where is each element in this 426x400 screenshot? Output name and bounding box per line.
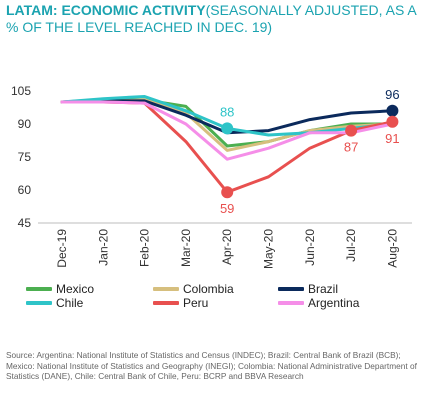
y-tick-label-90: 90 — [18, 117, 32, 131]
legend-item-colombia: Colombia — [153, 282, 234, 296]
legend-swatch-peru — [153, 301, 179, 305]
line-chart: 45 60 75 90 105 Dec-19 Jan-20 Feb-20 Mar-20 Apr-2… — [11, 84, 412, 269]
x-tick-label-jul-20: Jul-20 — [344, 229, 358, 262]
x-tick-label-apr-20: Apr-20 — [220, 229, 234, 265]
y-tick-label-45: 45 — [18, 216, 32, 230]
x-tick-label-feb-20: Feb-20 — [138, 229, 152, 267]
data-point-peru-aug-20 — [386, 115, 399, 128]
x-tick-label-jun-20: Jun-20 — [303, 229, 317, 266]
legend-label-argentina: Argentina — [308, 296, 360, 310]
legend-swatch-argentina — [278, 301, 304, 305]
y-tick-label-60: 60 — [18, 183, 32, 197]
source-note: Source: Argentina: National Institute of… — [6, 350, 417, 381]
data-label-peru-jul-20: 87 — [344, 140, 358, 155]
legend-item-brazil: Brazil — [278, 282, 338, 296]
chart-legend: Mexico Colombia Brazil Chile Peru Argentina — [0, 282, 426, 312]
y-tick-label-105: 105 — [11, 84, 31, 98]
legend-item-chile: Chile — [26, 296, 83, 310]
data-label-chile-apr-20: 88 — [220, 104, 234, 119]
x-tick-label-may-20: May-20 — [262, 229, 276, 269]
legend-swatch-brazil — [278, 287, 304, 291]
y-tick-label-75: 75 — [18, 150, 32, 164]
legend-item-peru: Peru — [153, 296, 208, 310]
legend-swatch-chile — [26, 301, 52, 305]
legend-label-mexico: Mexico — [56, 282, 95, 296]
legend-item-argentina: Argentina — [278, 296, 359, 310]
legend-item-mexico: Mexico — [26, 282, 94, 296]
data-label-brazil-aug-20: 96 — [385, 87, 399, 102]
series-line-argentina — [60, 100, 394, 161]
chart-title-main: LATAM: ECONOMIC ACTIVITY — [6, 2, 206, 18]
data-point-chile-apr-20 — [221, 122, 234, 135]
x-tick-label-aug-20: Aug-20 — [385, 229, 399, 268]
chart-title: LATAM: ECONOMIC ACTIVITY(SEASONALLY ADJU… — [6, 2, 422, 36]
legend-label-brazil: Brazil — [308, 282, 339, 296]
chart-title-subtitle: (SEASONALLY ADJUSTED, AS A % OF THE LEVE… — [6, 2, 416, 35]
x-tick-label-jan-20: Jan-20 — [96, 229, 110, 266]
data-label-peru-aug-20: 91 — [385, 131, 399, 146]
legend-label-colombia: Colombia — [183, 282, 234, 296]
x-tick-label-dec-19: Dec-19 — [55, 229, 69, 268]
legend-label-chile: Chile — [56, 296, 84, 310]
legend-swatch-mexico — [26, 287, 52, 291]
legend-swatch-colombia — [153, 287, 179, 291]
data-label-peru-apr-20: 59 — [220, 201, 234, 216]
legend-label-peru: Peru — [183, 296, 209, 310]
data-point-peru-jul-20 — [345, 124, 358, 137]
data-point-brazil-aug-20 — [386, 104, 399, 117]
data-point-peru-apr-20 — [221, 186, 234, 199]
x-tick-label-mar-20: Mar-20 — [179, 229, 193, 267]
